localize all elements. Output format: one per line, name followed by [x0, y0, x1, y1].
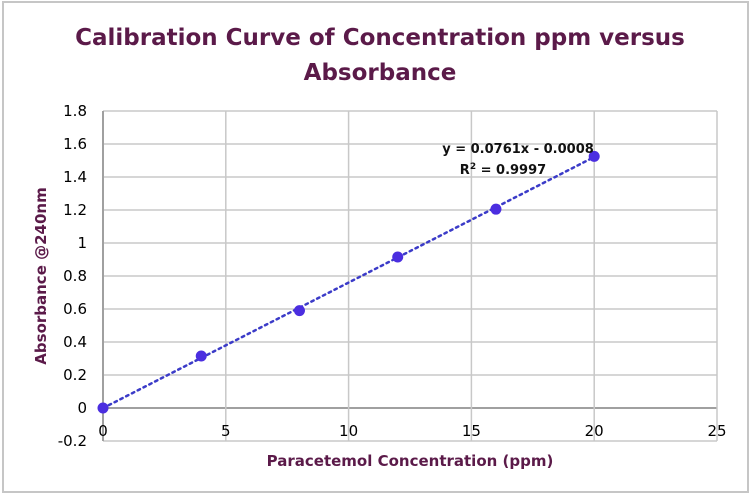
y-tick-label: -0.2: [58, 432, 87, 450]
data-point: [195, 350, 207, 362]
x-axis-label: Paracetemol Concentration (ppm): [267, 452, 554, 470]
data-point: [588, 150, 600, 162]
x-tick-label: 5: [221, 422, 231, 440]
y-tick-label: 1.8: [63, 102, 87, 120]
trendline: [101, 155, 596, 410]
x-tick-label: 10: [339, 422, 358, 440]
data-point: [97, 402, 109, 414]
y-tick-label: 1.6: [63, 135, 87, 153]
y-tick-label: 0.2: [63, 366, 87, 384]
y-tick-label: 1: [77, 234, 87, 252]
r-squared-label: R2 = 0.9997: [460, 162, 546, 178]
data-point: [293, 305, 305, 317]
x-tick-label: 25: [707, 422, 726, 440]
y-tick-label: 0.8: [63, 267, 87, 285]
y-tick-label: 0.6: [63, 300, 87, 318]
x-tick-label: 20: [585, 422, 604, 440]
y-axis-label: Absorbance @240nm: [32, 187, 50, 364]
data-point: [392, 251, 404, 263]
chart-title-line-2: Absorbance: [304, 60, 457, 86]
y-tick-label: 1.2: [63, 201, 87, 219]
y-tick-label: 0: [77, 399, 87, 417]
y-tick-label: 1.4: [63, 168, 87, 186]
y-tick-label: 0.4: [63, 333, 87, 351]
x-tick-label: 0: [98, 422, 108, 440]
data-point: [490, 203, 502, 215]
chart-title-line-1: Calibration Curve of Concentration ppm v…: [75, 25, 685, 51]
x-tick-label: 15: [462, 422, 481, 440]
trendline-equation: y = 0.0761x - 0.0008: [442, 142, 594, 157]
